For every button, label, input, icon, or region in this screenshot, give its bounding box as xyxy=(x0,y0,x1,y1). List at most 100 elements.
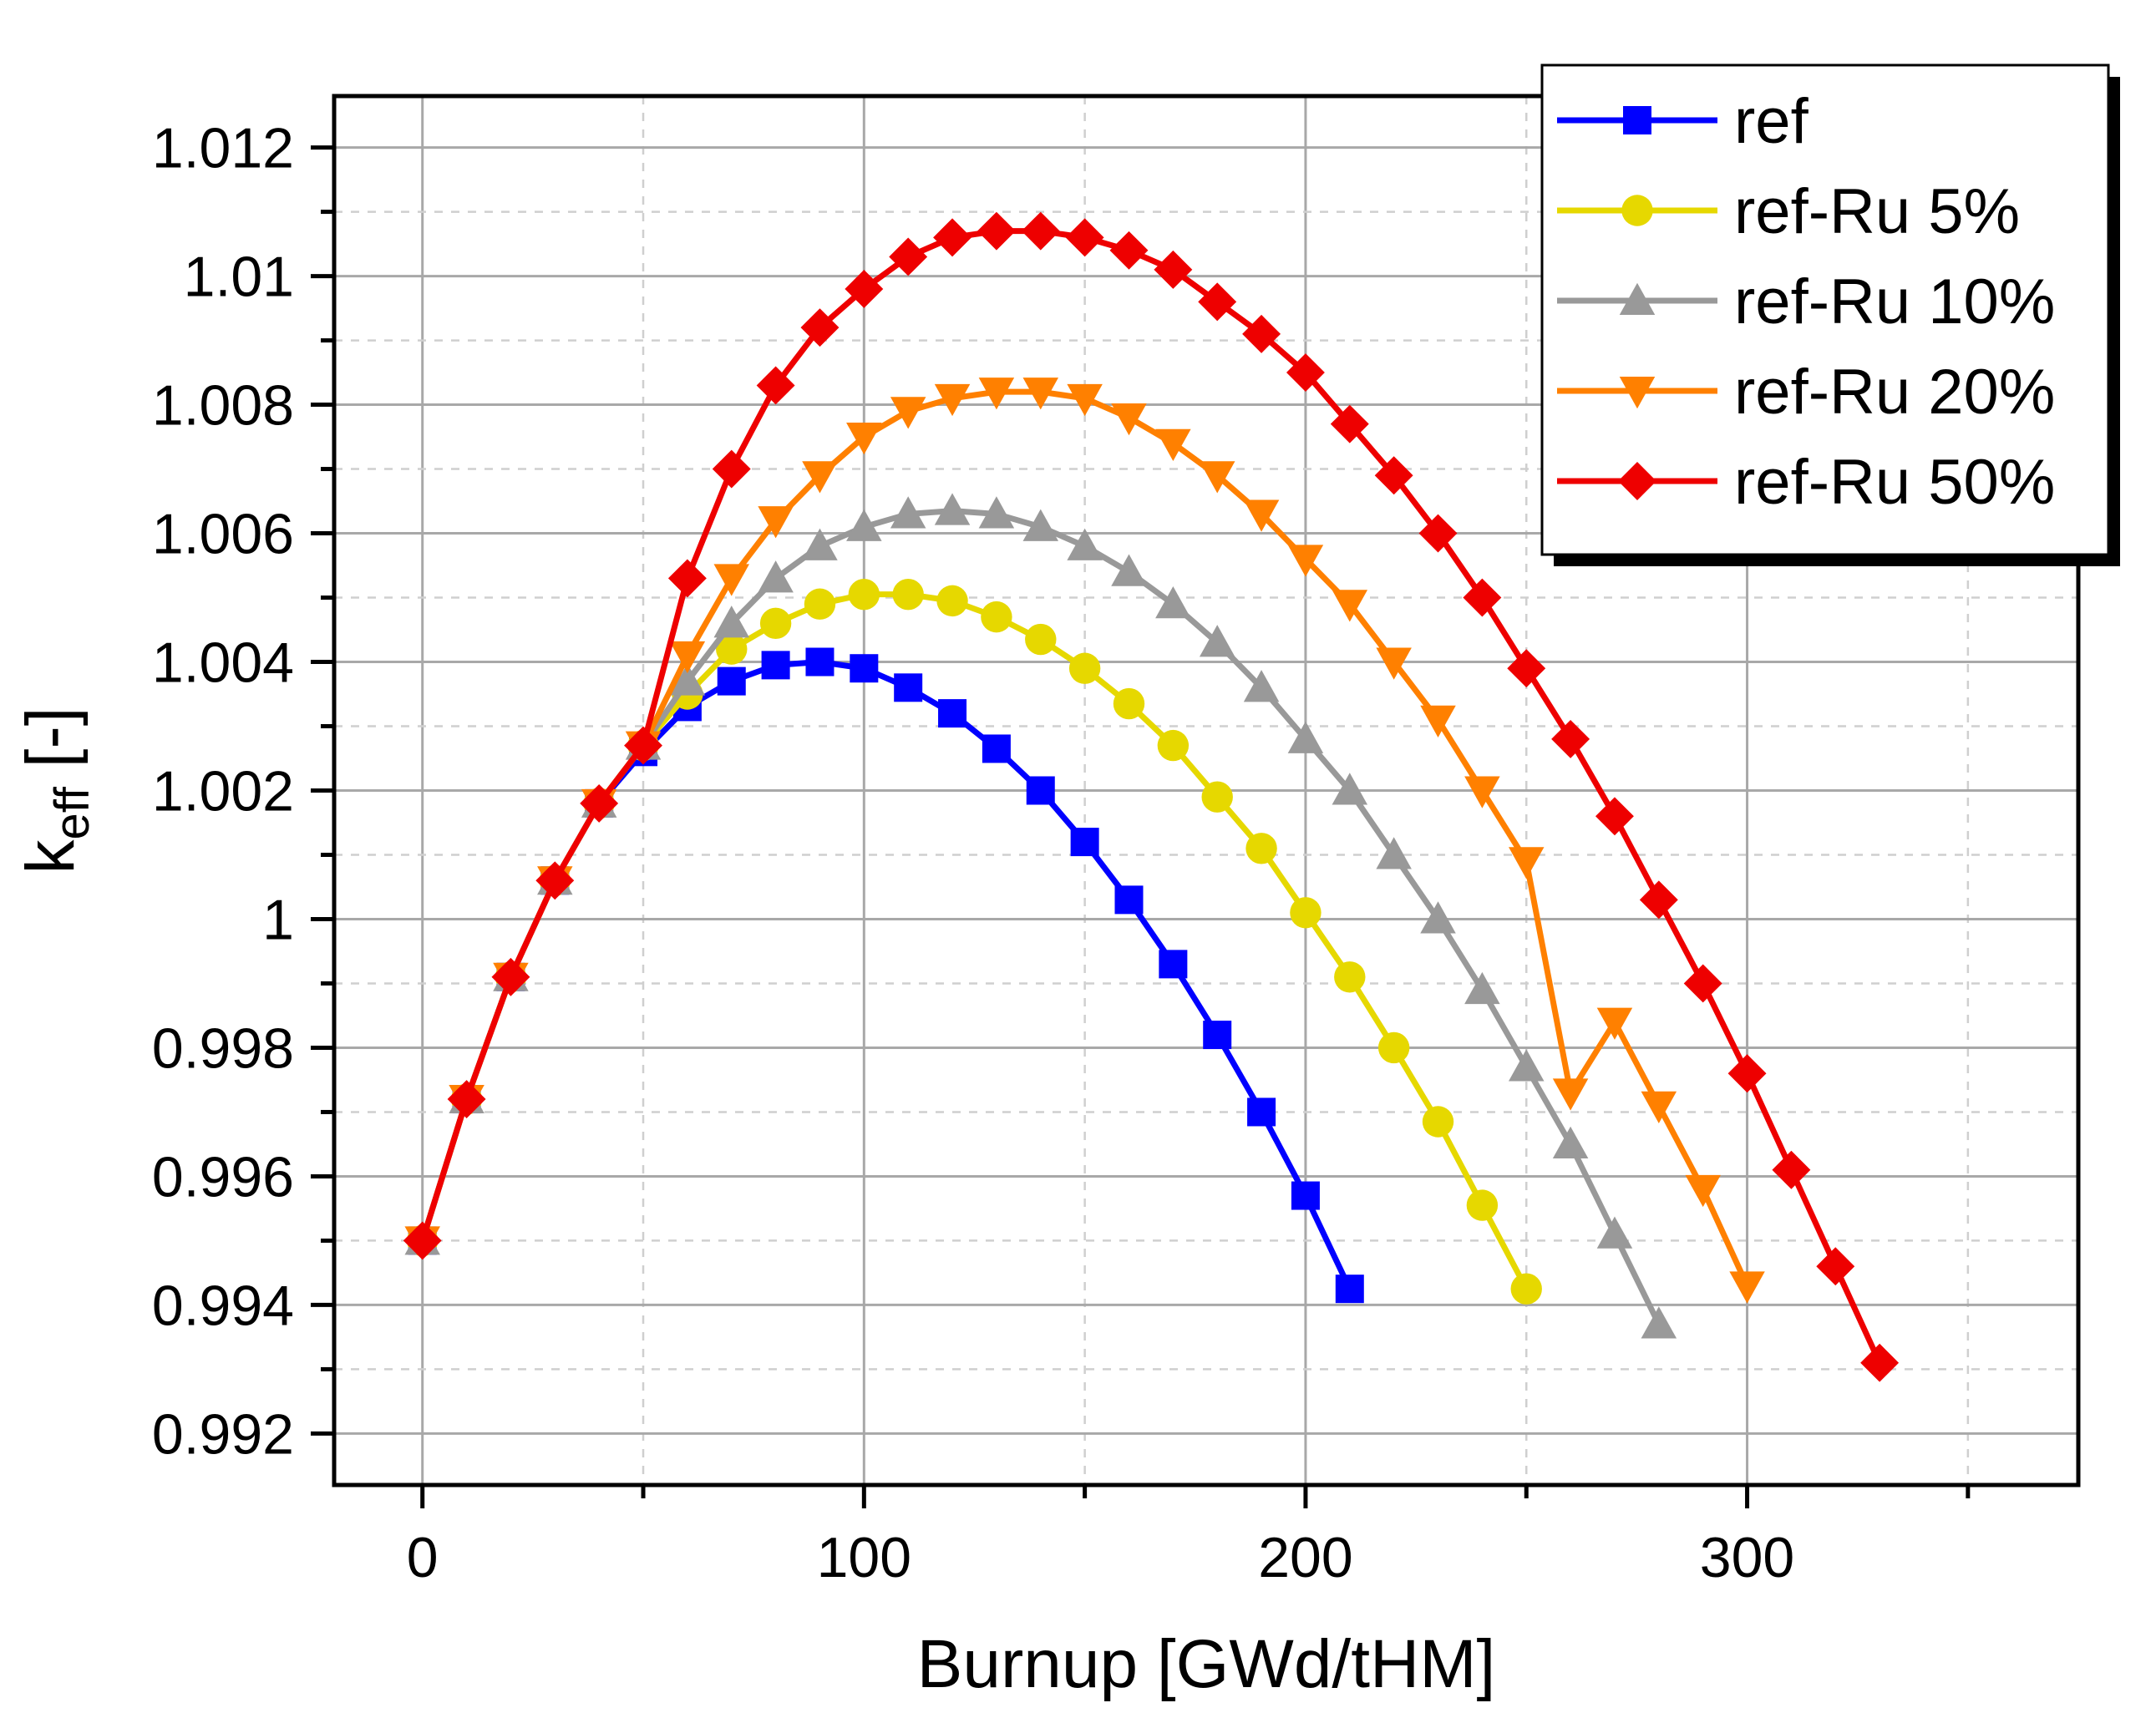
legend-swatch-marker xyxy=(1618,462,1656,500)
data-point-ref-ru-10 xyxy=(1111,554,1147,586)
data-point-ref xyxy=(894,673,923,702)
data-point-ref xyxy=(1247,1097,1276,1127)
data-point-ref-ru-10 xyxy=(1155,585,1191,619)
y-tick-label: 1.004 xyxy=(152,631,294,695)
data-point-ref-ru-50 xyxy=(491,957,530,996)
data-point-ref-ru-50 xyxy=(1418,514,1458,553)
y-tick-label: 1.012 xyxy=(152,117,294,180)
x-axis-title: Burnup [GWd/tHM] xyxy=(917,1626,1496,1702)
data-point-ref-ru-20 xyxy=(1376,647,1412,680)
data-point-ref-ru-50 xyxy=(535,861,575,900)
legend-swatch-marker xyxy=(1619,377,1656,409)
data-point-ref-ru-10 xyxy=(669,663,706,696)
data-point-ref-ru-10 xyxy=(1332,773,1368,805)
y-tick-label: 0.998 xyxy=(152,1016,294,1080)
y-tick-label: 0.994 xyxy=(152,1274,294,1337)
data-point-ref-ru-50 xyxy=(1816,1247,1855,1286)
legend-item-ref-ru-20: ref-Ru 20% xyxy=(1557,357,2055,428)
data-point-ref-ru-10 xyxy=(1596,1216,1633,1249)
data-point-ref-ru-10 xyxy=(1420,901,1456,934)
data-point-ref-ru-20 xyxy=(934,383,971,417)
data-point-ref-ru-20 xyxy=(1111,403,1147,436)
legend-label: ref xyxy=(1734,86,1809,157)
data-point-ref-ru-20 xyxy=(1332,590,1368,622)
data-point-ref-ru-50 xyxy=(1021,211,1060,251)
data-point-ref-ru-5 xyxy=(1201,781,1233,813)
legend-item-ref-ru-10: ref-Ru 10% xyxy=(1557,266,2055,337)
grid xyxy=(334,96,2078,1485)
legend-swatch-marker xyxy=(1623,106,1651,134)
data-point-ref xyxy=(805,647,834,677)
data-point-ref-ru-20 xyxy=(713,564,749,596)
data-point-ref-ru-10 xyxy=(1641,1306,1677,1339)
data-point-ref-ru-5 xyxy=(1025,623,1057,656)
series-line-ref-ru-50 xyxy=(419,228,1883,1365)
data-point-ref-ru-5 xyxy=(1466,1189,1499,1221)
data-point-ref-ru-20 xyxy=(758,506,794,539)
legend-items: ref ref-Ru 5% ref-Ru 10% ref-Ru 20% ref-Ru 5… xyxy=(1557,86,2055,518)
x-tick-label: 0 xyxy=(407,1526,439,1589)
legend-swatch-marker xyxy=(1619,282,1656,315)
data-point-ref-ru-5 xyxy=(848,578,880,611)
data-point-ref-ru-10 xyxy=(978,496,1015,529)
data-point-ref-ru-50 xyxy=(1374,456,1413,495)
y-axis-title-suffix: [-] xyxy=(13,707,89,787)
y-tick-label: 1 xyxy=(262,888,294,951)
data-point-ref-ru-10 xyxy=(1022,509,1059,541)
data-point-ref-ru-50 xyxy=(977,211,1016,251)
data-point-ref-ru-20 xyxy=(1420,705,1456,738)
data-point-ref-ru-50 xyxy=(1772,1150,1811,1189)
data-point-ref xyxy=(1291,1181,1320,1210)
data-point-ref-ru-50 xyxy=(1727,1054,1767,1093)
data-point-ref-ru-50 xyxy=(1507,649,1546,688)
data-point-ref-ru-20 xyxy=(1243,499,1280,532)
y-tick-label: 1.008 xyxy=(152,374,294,438)
data-point-ref-ru-20 xyxy=(1685,1174,1721,1208)
data-point-ref-ru-20 xyxy=(978,378,1015,410)
x-tick-label: 300 xyxy=(1700,1526,1794,1589)
data-point-ref xyxy=(982,734,1011,763)
data-point-ref-ru-50 xyxy=(403,1221,442,1260)
data-point-ref-ru-50 xyxy=(889,237,928,276)
y-tick-label: 1.002 xyxy=(152,760,294,824)
data-point-ref-ru-20 xyxy=(1155,428,1191,461)
axis-ticks xyxy=(311,145,1971,1508)
data-point-ref-ru-50 xyxy=(447,1080,486,1119)
data-point-ref xyxy=(1070,828,1099,857)
data-point-ref-ru-50 xyxy=(1198,282,1237,322)
data-point-ref-ru-50 xyxy=(1109,231,1149,270)
data-point-ref-ru-10 xyxy=(846,509,882,541)
data-point-ref-ru-50 xyxy=(1639,880,1678,920)
data-point-ref-ru-10 xyxy=(1287,721,1324,753)
series-ref-ru-50 xyxy=(403,211,1900,1382)
data-point-ref-ru-10 xyxy=(1199,625,1235,657)
data-point-ref-ru-20 xyxy=(1464,776,1500,808)
data-point-ref-ru-50 xyxy=(845,270,884,308)
data-point-ref-ru-20 xyxy=(890,397,926,429)
data-point-ref-ru-5 xyxy=(1377,1031,1410,1064)
data-point-ref-ru-50 xyxy=(1683,964,1722,1003)
data-point-ref-ru-10 xyxy=(1552,1126,1589,1158)
data-point-ref-ru-50 xyxy=(1065,218,1104,257)
data-point-ref-ru-5 xyxy=(981,601,1012,633)
y-tick-label: 1.01 xyxy=(184,246,294,309)
data-point-ref-ru-10 xyxy=(890,496,926,529)
legend-label: ref-Ru 5% xyxy=(1734,176,2020,247)
data-point-ref xyxy=(717,666,746,696)
data-point-ref-ru-50 xyxy=(756,366,795,405)
y-tick-labels: 0.992 0.994 0.996 0.998 1 1.002 1.004 1.006 1.00… xyxy=(152,117,294,1467)
data-point-ref-ru-10 xyxy=(1067,528,1103,560)
data-point-ref-ru-5 xyxy=(1113,687,1145,720)
data-point-ref xyxy=(850,654,879,683)
data-point-ref xyxy=(1159,950,1188,979)
data-point-ref-ru-20 xyxy=(802,461,838,494)
legend: ref ref-Ru 5% ref-Ru 10% ref-Ru 20% ref-Ru 5… xyxy=(1540,63,2120,566)
data-point-ref-ru-10 xyxy=(934,493,971,525)
data-point-ref-ru-50 xyxy=(624,726,662,765)
data-point-ref-ru-10 xyxy=(713,606,749,638)
legend-swatch-marker xyxy=(1621,195,1653,226)
data-point-ref-ru-5 xyxy=(1422,1106,1454,1138)
data-point-ref-ru-10 xyxy=(1376,837,1412,869)
data-point-ref-ru-20 xyxy=(846,423,882,455)
